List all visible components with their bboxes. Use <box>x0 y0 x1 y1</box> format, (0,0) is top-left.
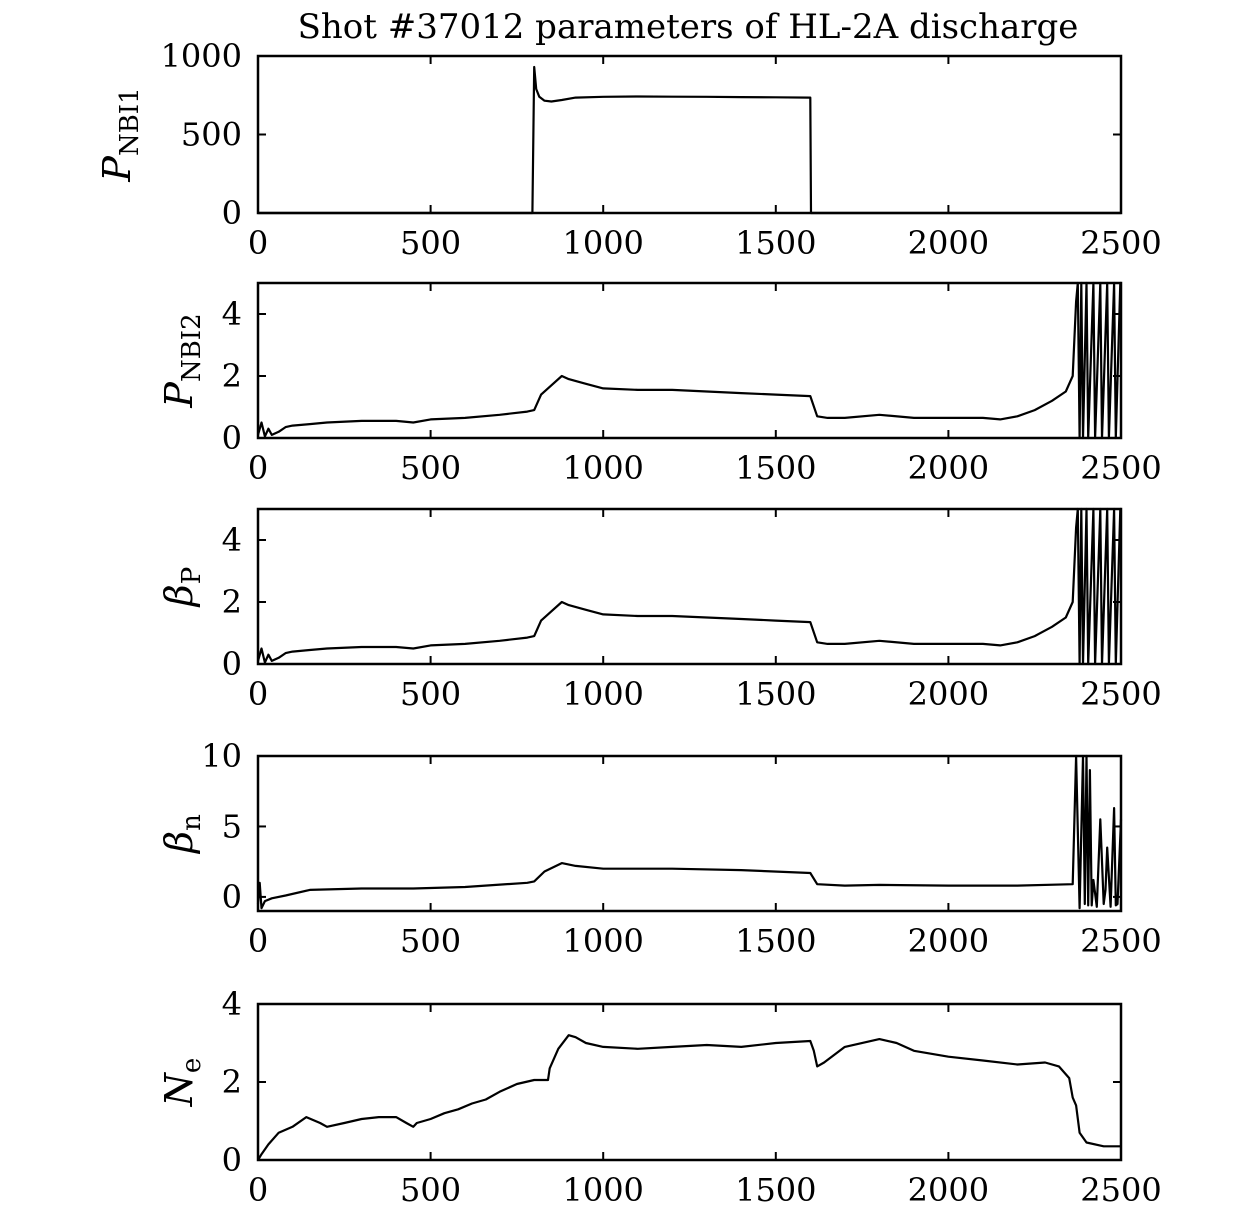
plot-frame <box>256 54 1123 215</box>
x-tick-label: 2000 <box>908 449 989 487</box>
y-axis-label: βn <box>157 814 207 855</box>
y-tick-label: 5 <box>222 807 242 845</box>
plot-frame <box>256 281 1123 440</box>
x-tick-label: 2500 <box>1080 224 1161 262</box>
x-tick-label: 2500 <box>1080 1171 1161 1209</box>
y-tick-label: 4 <box>222 521 242 559</box>
y-tick-label: 4 <box>222 985 242 1023</box>
panel-5: 0 500 1000 1500 2000 2500 0 2 4 Ne <box>157 985 1162 1209</box>
x-tick-label: 0 <box>248 922 268 960</box>
plot-frame <box>256 754 1123 913</box>
x-tick-label: 1000 <box>562 1171 643 1209</box>
x-tick-label: 2500 <box>1080 675 1161 713</box>
x-tick-label: 500 <box>400 922 461 960</box>
x-tick-label: 1000 <box>562 675 643 713</box>
plot-frame <box>256 507 1123 666</box>
y-tick-label: 2 <box>222 583 242 621</box>
y-tick-label: 0 <box>222 1141 242 1179</box>
x-tick-label: 1500 <box>735 675 816 713</box>
y-tick-label: 0 <box>222 419 242 457</box>
y-tick-label: 4 <box>222 295 242 333</box>
plot-frame <box>256 1002 1123 1162</box>
y-axis-label: Ne <box>157 1058 207 1108</box>
x-tick-label: 1500 <box>735 224 816 262</box>
x-tick-label: 0 <box>248 675 268 713</box>
x-tick-label: 2000 <box>908 224 989 262</box>
y-tick-label: 500 <box>181 116 242 154</box>
y-tick-label: 0 <box>222 645 242 683</box>
x-tick-label: 2000 <box>908 1171 989 1209</box>
x-tick-label: 2000 <box>908 675 989 713</box>
x-tick-label: 0 <box>248 449 268 487</box>
x-tick-label: 0 <box>248 1171 268 1209</box>
x-tick-label: 500 <box>400 224 461 262</box>
series-line <box>257 1034 1121 1161</box>
x-tick-label: 1000 <box>562 224 643 262</box>
panel-2: 0 500 1000 1500 2000 2500 0 2 4 PNBI2 <box>157 281 1162 487</box>
series-line <box>256 754 1123 910</box>
x-tick-label: 2000 <box>908 922 989 960</box>
y-tick-label: 10 <box>201 737 242 775</box>
x-tick-label: 1500 <box>735 449 816 487</box>
panel-4: 0 500 1000 1500 2000 2500 0 5 10 βn <box>157 737 1162 960</box>
panel-1: 0 500 1000 1500 2000 2500 0 500 1000 PNBI1 <box>95 37 1162 262</box>
y-axis-label: PNBI2 <box>157 313 207 408</box>
x-tick-label: 500 <box>400 675 461 713</box>
x-tick-label: 500 <box>400 449 461 487</box>
y-axis-label: PNBI1 <box>95 87 145 182</box>
y-tick-label: 1000 <box>161 37 242 75</box>
series-line <box>256 507 1122 666</box>
y-tick-label: 0 <box>222 194 242 232</box>
x-tick-label: 2500 <box>1080 922 1161 960</box>
y-tick-label: 2 <box>222 1063 242 1101</box>
x-tick-label: 1500 <box>735 1171 816 1209</box>
x-tick-label: 1000 <box>562 922 643 960</box>
x-tick-label: 1000 <box>562 449 643 487</box>
x-tick-label: 1500 <box>735 922 816 960</box>
series-line <box>258 65 1121 215</box>
y-tick-label: 0 <box>222 878 242 916</box>
series-line <box>256 281 1122 440</box>
x-tick-label: 2500 <box>1080 449 1161 487</box>
y-tick-label: 2 <box>222 357 242 395</box>
panel-3: 0 500 1000 1500 2000 2500 0 2 4 βP <box>157 507 1162 713</box>
x-tick-label: 0 <box>248 224 268 262</box>
y-axis-label: βP <box>157 567 207 608</box>
x-tick-label: 500 <box>400 1171 461 1209</box>
chart-title: Shot #37012 parameters of HL-2A discharg… <box>298 7 1079 47</box>
